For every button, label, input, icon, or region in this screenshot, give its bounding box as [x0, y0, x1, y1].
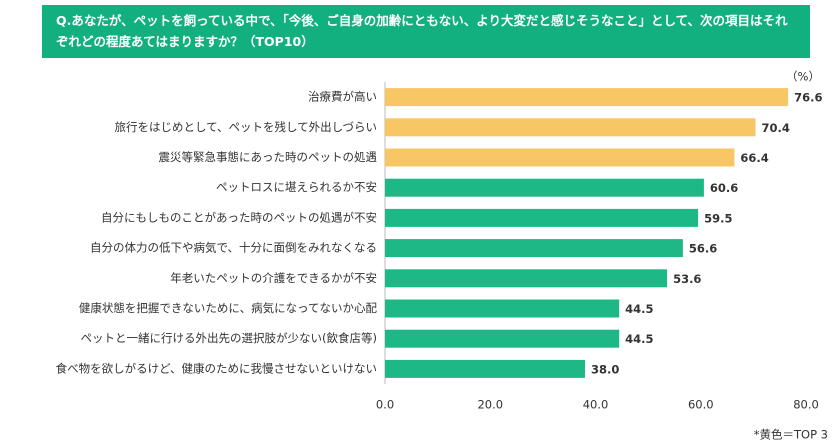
bar [385, 269, 668, 288]
bar [385, 359, 585, 378]
value-label: 44.5 [625, 302, 653, 316]
y-tick-label: 震災等緊急事態にあった時のペットの処遇 [159, 150, 378, 164]
x-tick-label: 20.0 [477, 398, 503, 412]
value-label: 38.0 [591, 362, 619, 376]
value-label: 56.6 [689, 242, 717, 256]
y-tick-label: ペットロスに堪えられるか不安 [216, 180, 377, 194]
value-label: 66.4 [740, 151, 768, 165]
y-tick-label: 年老いたペットの介護をできるかが不安 [170, 271, 377, 285]
value-label: 53.6 [673, 272, 701, 286]
x-tick-label: 40.0 [583, 398, 609, 412]
value-label: 60.6 [710, 181, 738, 195]
unit-label: （%） [786, 70, 820, 84]
y-tick-label: 治療費が高い [308, 90, 377, 104]
bar [385, 148, 735, 167]
footnote: *黄色＝TOP 3 [754, 428, 828, 442]
x-tick-label: 60.0 [688, 398, 714, 412]
bar [385, 178, 704, 197]
chart-title: Q.あなたが、ペットを飼っている中で、「今後、ご自身の加齢にともない、より大変だ… [42, 5, 810, 58]
value-label: 76.6 [794, 91, 822, 105]
value-label: 59.5 [704, 211, 732, 225]
y-tick-label: 自分の体力の低下や病気で、十分に面倒をみれなくなる [90, 241, 377, 255]
bar [385, 299, 620, 318]
y-tick-label: 食べ物を欲しがるけど、健康のために我慢させないといけない [56, 361, 377, 375]
value-label: 70.4 [761, 121, 789, 135]
bar [385, 118, 756, 137]
y-tick-label: 自分にもしものことがあった時のペットの処遇が不安 [101, 210, 377, 224]
x-tick-label: 80.0 [793, 398, 819, 412]
bar [385, 239, 683, 258]
y-tick-label: 旅行をはじめとして、ペットを残して外出しづらい [114, 120, 377, 134]
x-tick-label: 0.0 [376, 398, 394, 412]
bar [385, 329, 620, 348]
y-tick-label: 健康状態を把握できないために、病気になってないか心配 [79, 301, 378, 315]
y-tick-label: ペットと一緒に行ける外出先の選択肢が少ない(飲食店等) [81, 331, 377, 345]
bar [385, 208, 699, 227]
value-label: 44.5 [625, 332, 653, 346]
bar [385, 88, 789, 107]
